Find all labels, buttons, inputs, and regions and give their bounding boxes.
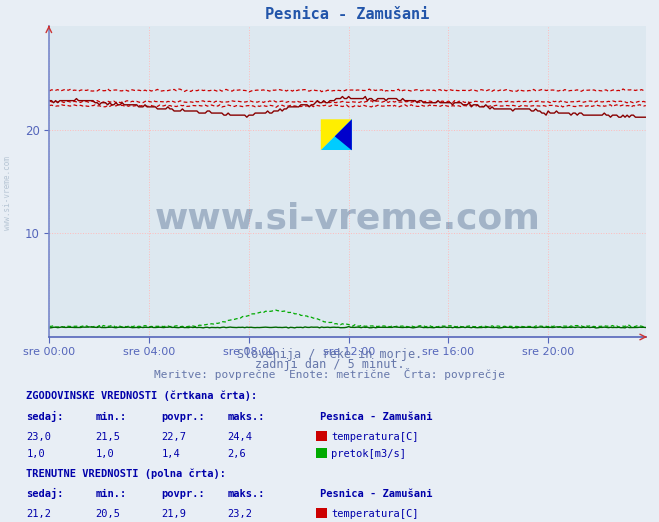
Polygon shape [335,120,352,150]
Text: www.si-vreme.com: www.si-vreme.com [155,201,540,235]
Text: 21,2: 21,2 [26,509,51,519]
Text: min.:: min.: [96,412,127,422]
Text: 21,9: 21,9 [161,509,186,519]
Text: 23,2: 23,2 [227,509,252,519]
Text: maks.:: maks.: [227,412,265,422]
Text: maks.:: maks.: [227,490,265,500]
Text: 1,4: 1,4 [161,449,180,459]
Text: 1,0: 1,0 [96,449,114,459]
Text: temperatura[C]: temperatura[C] [331,432,419,442]
Text: 22,7: 22,7 [161,432,186,442]
Text: Slovenija / reke in morje.: Slovenija / reke in morje. [237,348,422,361]
Text: 21,5: 21,5 [96,432,121,442]
Text: www.si-vreme.com: www.si-vreme.com [3,156,13,230]
Text: povpr.:: povpr.: [161,412,205,422]
Text: Meritve: povprečne  Enote: metrične  Črta: povprečje: Meritve: povprečne Enote: metrične Črta:… [154,369,505,381]
Title: Pesnica - Zamušani: Pesnica - Zamušani [266,7,430,22]
Text: 1,0: 1,0 [26,449,45,459]
Text: min.:: min.: [96,490,127,500]
Text: zadnji dan / 5 minut.: zadnji dan / 5 minut. [254,358,405,371]
Text: sedaj:: sedaj: [26,489,64,500]
Text: Pesnica - Zamušani: Pesnica - Zamušani [320,412,432,422]
Text: pretok[m3/s]: pretok[m3/s] [331,449,407,459]
Text: 24,4: 24,4 [227,432,252,442]
Text: 20,5: 20,5 [96,509,121,519]
Polygon shape [321,120,352,150]
Text: 2,6: 2,6 [227,449,246,459]
Text: Pesnica - Zamušani: Pesnica - Zamušani [320,490,432,500]
Text: sedaj:: sedaj: [26,411,64,422]
Text: temperatura[C]: temperatura[C] [331,509,419,519]
Text: povpr.:: povpr.: [161,490,205,500]
Text: 23,0: 23,0 [26,432,51,442]
Text: ZGODOVINSKE VREDNOSTI (črtkana črta):: ZGODOVINSKE VREDNOSTI (črtkana črta): [26,391,258,401]
Polygon shape [321,120,352,150]
Text: TRENUTNE VREDNOSTI (polna črta):: TRENUTNE VREDNOSTI (polna črta): [26,468,226,479]
